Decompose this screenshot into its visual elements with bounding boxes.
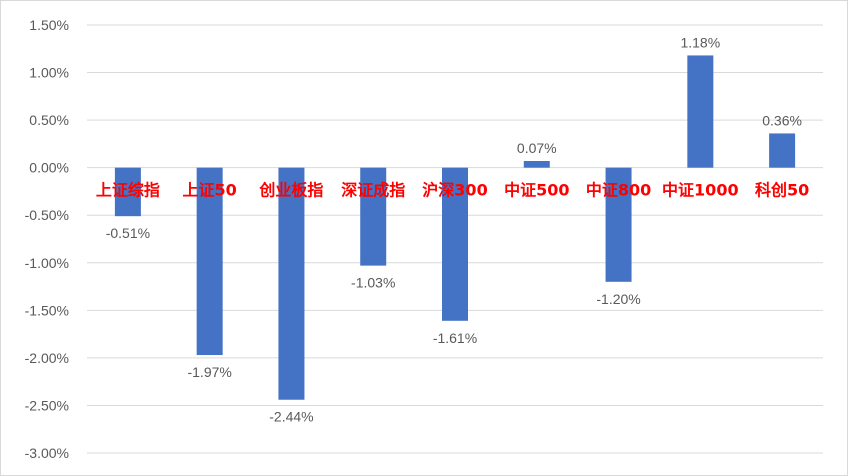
data-label: 1.18% [680,34,720,50]
bar [687,55,714,168]
data-label: -1.61% [433,330,477,346]
category-label: 中证500 [504,181,569,200]
data-label: -1.20% [596,291,640,307]
data-label: -0.51% [106,225,150,241]
category-label: 科创50 [755,181,809,200]
data-labels: -0.51% -1.97% -2.44% -1.03% -1.61% 0.07% -1.20… [106,34,802,424]
bars [114,55,796,400]
data-label: 0.07% [517,140,557,156]
data-label: -1.97% [187,364,231,380]
data-label: -1.03% [351,275,395,291]
bar [196,167,223,356]
category-label: 深证成指 [341,181,405,200]
category-label: 创业板指 [258,181,323,200]
bar [769,133,796,168]
y-axis-ticks: 1.50% 1.00% 0.50% 0.00% -0.50% -1.00% -1.50% -2… [25,17,69,461]
category-label: 上证50 [183,181,237,200]
y-tick-label: 1.00% [29,65,69,81]
y-tick-label: -1.50% [25,302,69,318]
bar [523,161,550,168]
data-label: 0.36% [762,112,802,128]
bar [605,167,632,282]
y-tick-label: -1.00% [25,255,69,271]
bar [278,167,305,400]
y-tick-label: -0.50% [25,207,69,223]
category-labels: 上证综指 上证50 创业板指 深证成指 沪深300 中证500 中证800 中证1000 科创5… [96,181,809,200]
category-label: 中证1000 [662,181,739,200]
bar [360,167,387,266]
y-tick-label: -2.00% [25,350,69,366]
category-label: 上证综指 [96,181,160,200]
data-label: -2.44% [269,409,313,425]
y-tick-label: -3.00% [25,445,69,461]
category-label: 沪深300 [422,181,487,200]
y-tick-label: -2.50% [25,397,69,413]
bar [442,167,468,321]
category-label: 中证800 [586,181,651,200]
y-tick-label: 0.00% [29,160,69,176]
y-tick-label: 1.50% [29,17,69,33]
y-tick-label: 0.50% [29,112,69,128]
bar [114,167,141,217]
